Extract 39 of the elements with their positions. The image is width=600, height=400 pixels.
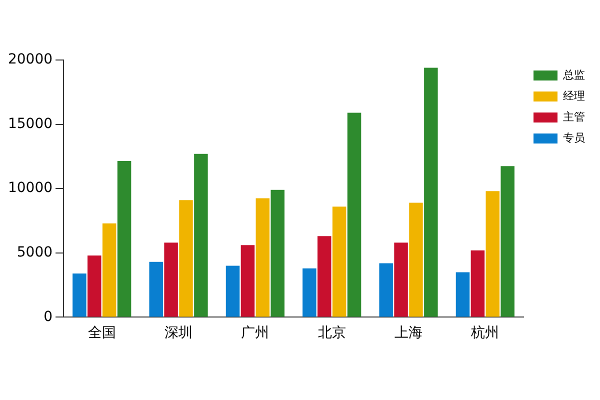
bar xyxy=(149,262,163,317)
bar xyxy=(226,266,240,317)
x-tick-label: 杭州 xyxy=(470,325,500,342)
bar xyxy=(456,272,470,317)
x-tick-label: 全国 xyxy=(88,325,116,342)
bar xyxy=(486,191,500,317)
x-tick-label: 广州 xyxy=(241,325,270,342)
bar xyxy=(102,223,116,317)
y-tick-label: 10000 xyxy=(8,180,53,196)
bar xyxy=(256,198,270,317)
bar xyxy=(470,250,485,317)
x-tick-label: 上海 xyxy=(394,325,423,342)
legend-label: 专员 xyxy=(563,131,585,144)
bar xyxy=(194,154,208,317)
bar xyxy=(117,160,132,317)
bar xyxy=(332,206,346,317)
legend-label: 经理 xyxy=(563,89,585,102)
bar xyxy=(302,268,316,317)
bar xyxy=(347,112,362,317)
bar xyxy=(240,245,255,317)
y-tick-label: 5000 xyxy=(16,244,53,261)
bar xyxy=(409,202,423,317)
bar xyxy=(500,166,514,317)
legend-label: 总监 xyxy=(562,68,585,82)
x-tick-label: 北京 xyxy=(318,325,346,342)
bar xyxy=(424,68,438,317)
bar xyxy=(72,273,86,317)
y-tick-label: 20000 xyxy=(8,52,53,68)
x-tick-label: 深圳 xyxy=(164,325,193,342)
y-tick-label: 15000 xyxy=(8,116,53,132)
bar xyxy=(318,236,332,317)
bar xyxy=(379,263,393,317)
bar xyxy=(88,255,102,317)
y-tick-label: 0 xyxy=(44,308,53,325)
legend-label: 主管 xyxy=(563,110,585,124)
bar xyxy=(179,200,193,317)
bar xyxy=(164,242,178,317)
bar xyxy=(394,242,408,317)
bar xyxy=(270,190,284,317)
